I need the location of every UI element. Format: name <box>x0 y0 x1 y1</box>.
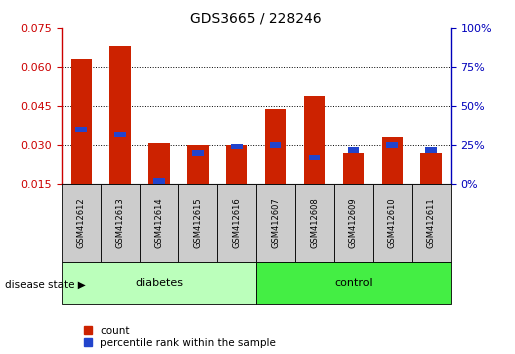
Bar <box>114 132 126 137</box>
Bar <box>373 184 411 262</box>
Bar <box>412 184 451 262</box>
Bar <box>187 145 209 184</box>
Bar <box>425 147 437 153</box>
Bar <box>420 153 442 184</box>
Bar <box>71 59 92 184</box>
Text: GSM412611: GSM412611 <box>427 198 436 249</box>
Bar <box>192 150 204 156</box>
Bar <box>342 153 364 184</box>
Bar <box>148 143 170 184</box>
Text: GSM412615: GSM412615 <box>194 198 202 249</box>
Title: GDS3665 / 228246: GDS3665 / 228246 <box>191 12 322 26</box>
Text: GSM412608: GSM412608 <box>310 198 319 249</box>
Text: GSM412610: GSM412610 <box>388 198 397 249</box>
Bar <box>62 184 101 262</box>
Text: GSM412614: GSM412614 <box>154 198 163 249</box>
Text: GSM412607: GSM412607 <box>271 198 280 249</box>
Bar <box>256 262 451 304</box>
Bar <box>140 184 178 262</box>
Bar <box>382 137 403 184</box>
Bar <box>109 46 131 184</box>
Bar <box>270 142 282 148</box>
Bar <box>304 96 325 184</box>
Bar <box>217 184 256 262</box>
Text: GSM412609: GSM412609 <box>349 198 358 249</box>
Bar <box>308 155 320 160</box>
Legend: count, percentile rank within the sample: count, percentile rank within the sample <box>82 325 277 349</box>
Bar <box>348 147 359 153</box>
Text: GSM412613: GSM412613 <box>116 198 125 249</box>
Bar <box>334 184 373 262</box>
Bar <box>178 184 217 262</box>
Text: GSM412616: GSM412616 <box>232 198 241 249</box>
Bar <box>386 142 398 148</box>
Text: disease state ▶: disease state ▶ <box>5 280 86 290</box>
Text: GSM412612: GSM412612 <box>77 198 85 249</box>
Text: diabetes: diabetes <box>135 278 183 288</box>
Text: control: control <box>334 278 373 288</box>
Bar <box>231 144 243 149</box>
Bar <box>153 178 165 184</box>
Bar <box>226 145 248 184</box>
Bar <box>62 262 256 304</box>
Bar <box>295 184 334 262</box>
Bar <box>100 184 140 262</box>
Bar <box>265 109 286 184</box>
Bar <box>256 184 295 262</box>
Bar <box>75 127 87 132</box>
